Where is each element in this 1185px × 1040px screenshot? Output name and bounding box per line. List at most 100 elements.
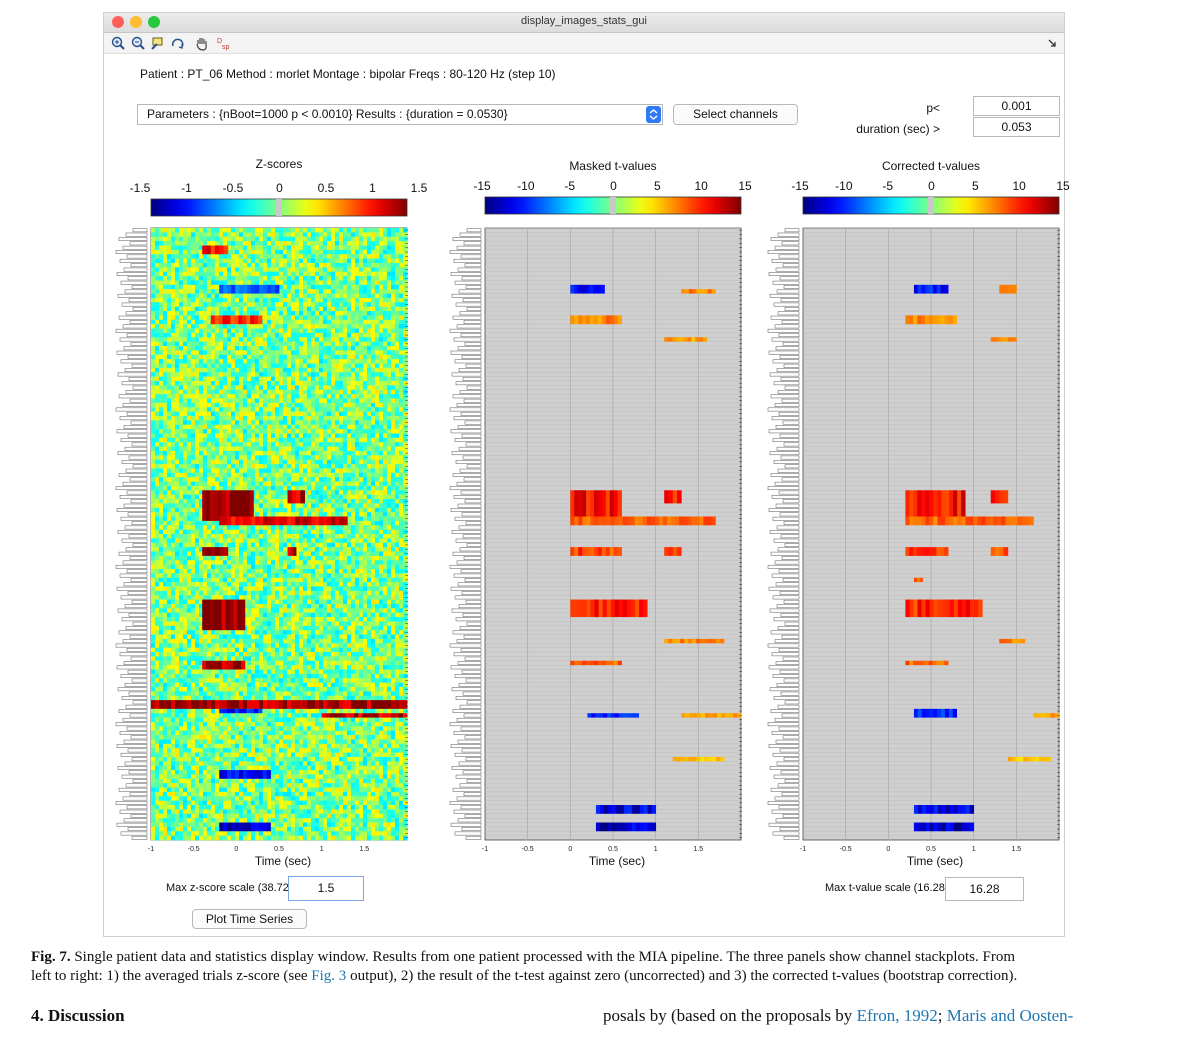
heatmap-cell	[199, 481, 204, 487]
parameters-dropdown[interactable]: Parameters : {nBoot=1000 p < 0.0010} Res…	[137, 104, 663, 125]
heatmap-cell	[191, 551, 196, 557]
heatmap-cell	[327, 429, 332, 434]
heatmap-cell	[343, 446, 348, 452]
heatmap-cell	[359, 267, 364, 273]
heatmap-cell	[159, 381, 164, 386]
heatmap-cell	[171, 560, 176, 565]
heatmap-cell	[315, 319, 320, 325]
heatmap-cell	[167, 525, 172, 530]
heatmap-cell	[363, 464, 368, 469]
heatmap-cell	[175, 494, 180, 500]
heatmap-cell	[391, 232, 396, 238]
heatmap-cell	[271, 455, 276, 460]
heatmap-cell	[191, 560, 196, 565]
heatmap-cell	[395, 407, 400, 412]
heatmap-cell	[291, 411, 296, 417]
heatmap-cell	[183, 232, 188, 238]
heatmap-cell	[155, 337, 160, 342]
heatmap-cell	[303, 262, 308, 268]
heatmap-cell	[151, 302, 156, 307]
heatmap-cell	[239, 271, 244, 277]
heatmap-cell	[231, 254, 236, 259]
heatmap-cell	[319, 267, 324, 273]
close-window-button[interactable]	[112, 16, 124, 28]
zoom-window-button[interactable]	[148, 16, 160, 28]
heatmap-cell	[319, 415, 324, 421]
heatmap-cell	[395, 245, 400, 251]
heatmap-cell	[191, 520, 196, 526]
heatmap-cell	[231, 415, 236, 421]
p-threshold-field[interactable]: 0.001	[973, 96, 1060, 116]
heatmap-cell	[271, 293, 276, 299]
heatmap-cell	[179, 402, 184, 408]
heatmap-cell	[319, 560, 324, 565]
heatmap-cell	[171, 367, 176, 373]
heatmap-cell	[275, 306, 280, 312]
heatmap-cell	[375, 302, 380, 307]
heatmap-cell	[159, 341, 164, 347]
heatmap-cell	[271, 534, 276, 539]
dock-arrow-icon[interactable]	[1044, 35, 1060, 51]
heatmap-cell	[219, 433, 224, 439]
heatmap-cell	[399, 415, 404, 421]
tvalue-scale-field[interactable]: 16.28	[945, 877, 1024, 901]
heatmap-cell	[355, 267, 360, 273]
heatmap-cell	[227, 258, 232, 264]
heatmap-cell	[167, 262, 172, 268]
heatmap-cell	[219, 232, 224, 238]
plot-time-series-button[interactable]: Plot Time Series	[192, 909, 307, 929]
zoom-in-icon[interactable]	[110, 35, 126, 51]
heatmap-cell	[295, 485, 300, 491]
heatmap-cell	[255, 424, 260, 430]
heatmap-cell	[355, 499, 360, 504]
heatmap-cell	[267, 311, 272, 316]
heatmap-cell	[163, 520, 168, 526]
heatmap-cell	[235, 551, 240, 557]
heatmap-cell	[295, 455, 300, 460]
heatmap-cell	[351, 341, 356, 347]
minimize-window-button[interactable]	[130, 16, 142, 28]
heatmap-cell	[375, 232, 380, 238]
heatmap-cell	[159, 394, 164, 399]
heatmap-cell	[155, 306, 160, 312]
heatmap-cell	[155, 542, 160, 548]
data-cursor-icon[interactable]	[150, 35, 166, 51]
heatmap-cell	[399, 284, 404, 290]
heatmap-cell	[151, 241, 156, 246]
heatmap-cell	[311, 249, 316, 255]
heatmap-cell	[191, 455, 196, 460]
heatmap-cell	[239, 337, 244, 342]
heatmap-cell	[363, 293, 368, 299]
heatmap-cell	[175, 512, 180, 517]
heatmap-cell	[231, 538, 236, 544]
duration-threshold-field[interactable]: 0.053	[973, 117, 1060, 137]
heatmap-cell	[379, 306, 384, 312]
pan-icon[interactable]	[194, 35, 210, 51]
heatmap-cell	[211, 464, 216, 469]
heatmap-cell	[267, 372, 272, 377]
heatmap-cell	[255, 311, 260, 316]
heatmap-cell	[363, 547, 368, 552]
heatmap-cell	[159, 302, 164, 307]
heatmap-cell	[391, 429, 396, 434]
heatmap-cell	[239, 398, 244, 404]
rotate-icon[interactable]	[170, 35, 186, 51]
heatmap-cell	[347, 297, 352, 303]
heatmap-cell	[223, 241, 228, 246]
heatmap-cell	[283, 311, 288, 316]
heatmap-cell	[235, 534, 240, 539]
heatmap-cell	[351, 547, 356, 552]
heatmap-cell	[383, 262, 388, 268]
zoom-out-icon[interactable]	[130, 35, 146, 51]
select-channels-button[interactable]: Select channels	[673, 104, 798, 125]
zscore-scale-field[interactable]: 1.5	[288, 876, 364, 901]
heatmap-cell	[199, 560, 204, 565]
heatmap-cell	[375, 262, 380, 268]
heatmap-cell	[287, 372, 292, 377]
heatmap-cell	[259, 232, 264, 238]
heatmap-cell	[195, 407, 200, 412]
heatmap-cell	[211, 284, 216, 290]
heatmap-cell	[283, 346, 288, 351]
heatmap-cell	[251, 232, 256, 238]
